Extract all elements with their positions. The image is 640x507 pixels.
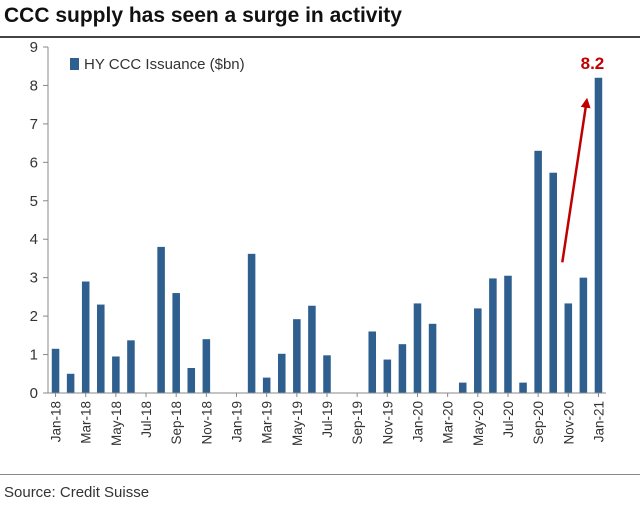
x-tick-label: Jul-18 (139, 401, 154, 438)
x-tick-label: Nov-20 (561, 401, 576, 445)
bar (474, 308, 482, 393)
bar (277, 353, 286, 393)
title-divider (0, 36, 640, 38)
y-tick-label: 1 (30, 347, 38, 364)
bar (112, 356, 120, 393)
bar (564, 303, 573, 393)
bar (81, 281, 90, 393)
y-tick-label: 0 (30, 385, 38, 402)
y-tick-label: 5 (30, 193, 38, 210)
x-tick-label: Sep-20 (531, 401, 546, 445)
legend-swatch (70, 58, 79, 70)
bar (323, 355, 331, 393)
y-tick-label: 9 (30, 39, 38, 56)
x-axis: Jan-18 Mar-18 May-18 Jul-18 Sep-18 Nov-18 Jan-… (49, 393, 606, 446)
y-tick-label: 4 (30, 231, 38, 248)
bar (413, 303, 422, 393)
bar (489, 278, 497, 393)
x-tick-label: Nov-18 (199, 401, 214, 445)
x-tick-label: Mar-19 (260, 401, 275, 444)
x-tick-label: Jan-21 (591, 401, 606, 442)
bar (368, 331, 377, 393)
bar (428, 323, 437, 393)
legend-label: HY CCC Issuance ($bn) (84, 56, 245, 73)
source-note: Source: Credit Suisse (4, 484, 150, 501)
legend: HY CCC Issuance ($bn) (70, 56, 245, 73)
x-tick-label: Jan-19 (230, 401, 245, 442)
bar (97, 304, 105, 393)
y-tick-label: 2 (30, 308, 38, 325)
bar (66, 373, 75, 393)
chart-title: CCC supply has seen a surge in activity (4, 4, 402, 27)
bar (504, 275, 512, 393)
bar (458, 382, 467, 393)
x-tick-label: Mar-18 (79, 401, 94, 444)
bar (519, 382, 527, 393)
bar (308, 305, 316, 393)
x-tick-label: Nov-19 (380, 401, 395, 445)
source-divider (0, 474, 640, 475)
bar (594, 77, 603, 393)
x-tick-label: May-19 (290, 401, 305, 446)
bar (172, 293, 180, 393)
bar (187, 368, 196, 393)
bar (293, 319, 301, 393)
trend-arrow (561, 97, 591, 263)
bar (398, 344, 407, 393)
bar (549, 172, 557, 393)
bar (383, 359, 392, 393)
bar-chart: 0 1 2 3 4 5 6 7 8 9 Jan-18 Mar-18 May-18 Jul-18 Sep-1… (30, 39, 607, 446)
bar (579, 277, 588, 393)
x-tick-label: Jul-19 (320, 401, 335, 438)
x-tick-label: Jan-18 (49, 401, 64, 442)
y-tick-label: 6 (30, 154, 38, 171)
y-axis: 0 1 2 3 4 5 6 7 8 9 (30, 39, 48, 402)
x-tick-label: Jan-20 (410, 401, 425, 442)
x-tick-label: Mar-20 (441, 401, 456, 444)
y-tick-label: 7 (30, 116, 38, 133)
x-tick-label: Sep-18 (169, 401, 184, 445)
bar (127, 340, 135, 393)
bar (157, 246, 165, 393)
annotation-label: 8.2 (581, 54, 605, 73)
x-tick-label: May-20 (471, 401, 486, 446)
y-tick-label: 8 (30, 77, 38, 94)
x-tick-label: Jul-20 (501, 401, 516, 438)
x-tick-label: Sep-19 (350, 401, 365, 445)
bar (202, 339, 211, 393)
bar (534, 150, 542, 393)
bar (51, 348, 60, 393)
x-tick-label: May-18 (109, 401, 124, 446)
bar (262, 377, 271, 393)
annotation: 8.2 (561, 54, 605, 263)
bar (247, 253, 256, 393)
bar-series (51, 77, 603, 393)
y-tick-label: 3 (30, 270, 38, 287)
